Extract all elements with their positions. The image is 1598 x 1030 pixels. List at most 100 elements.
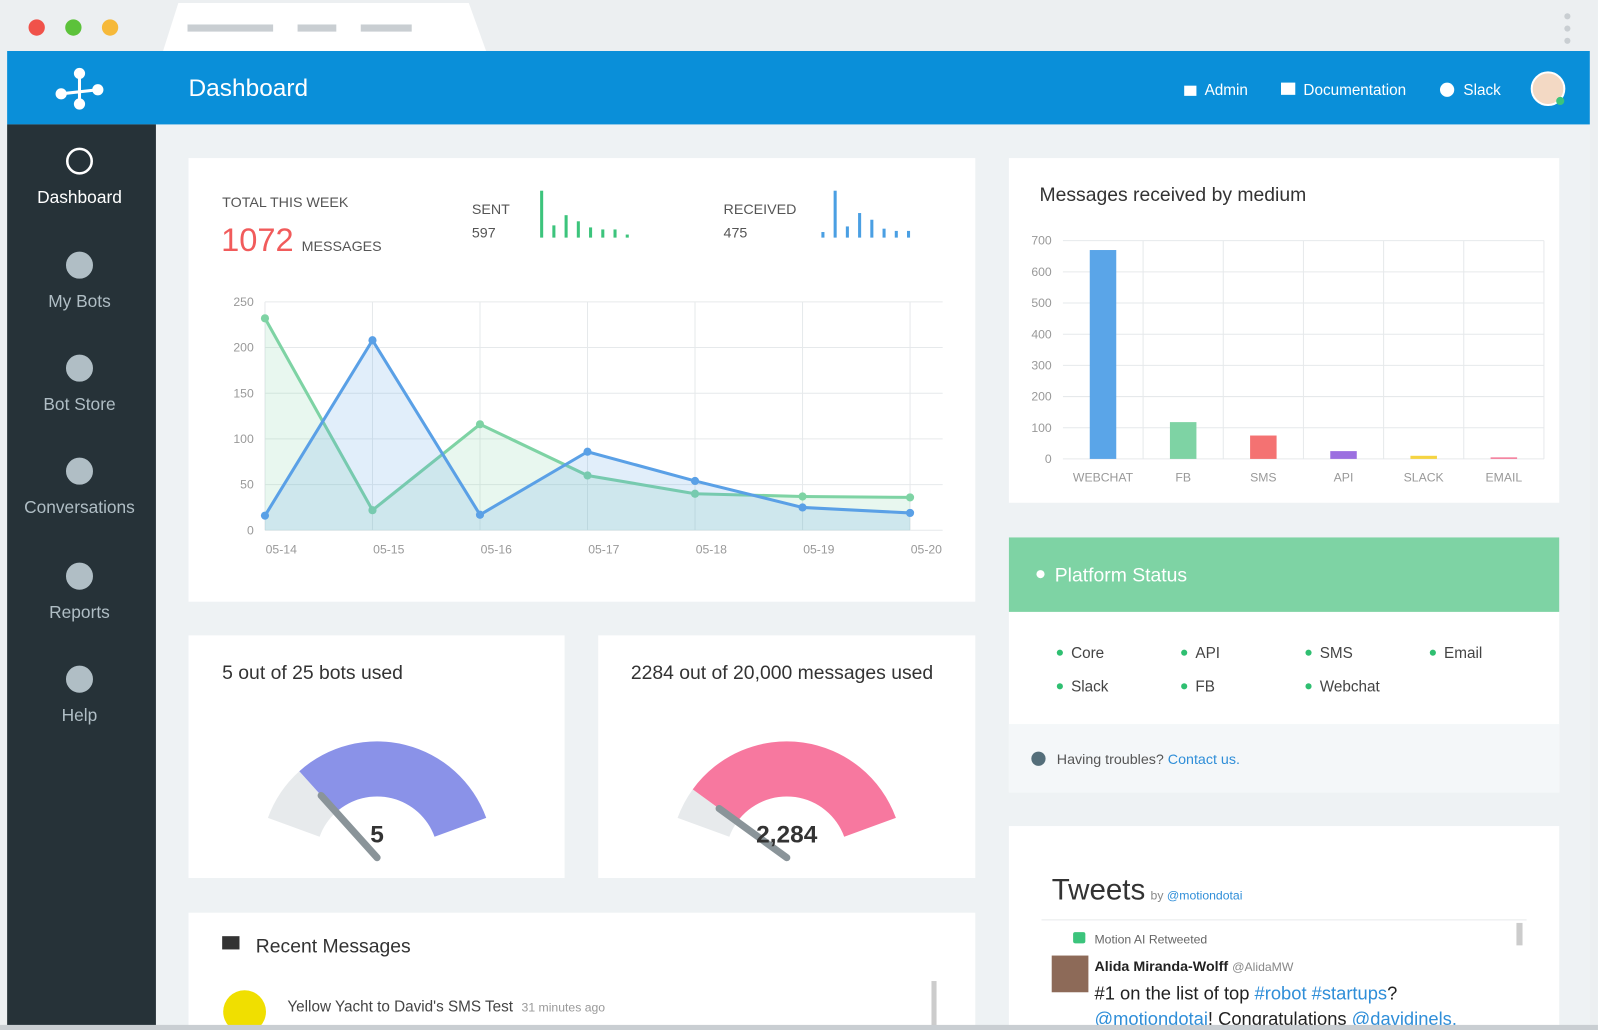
y-tick-label: 200 [1031,390,1052,404]
gauge-used [267,771,337,837]
tweets-title: Tweets [1052,873,1146,906]
top-bar [7,50,1590,125]
nav-link[interactable]: Slack [1463,82,1501,99]
nav-link[interactable]: Documentation [1303,82,1406,99]
x-tick-label: 05-18 [696,543,727,557]
y-tick-label: 0 [247,523,254,537]
x-tick-label: 05-17 [588,543,619,557]
nav-item[interactable]: Conversations [24,497,135,517]
bottom-strip [0,1024,1598,1030]
admin-icon [1184,85,1197,96]
bar [1410,455,1437,459]
x-tick-label: 05-19 [803,543,834,557]
data-point [583,471,592,480]
spark-bar [540,190,544,238]
author-handle: @AlidaMW [1232,960,1294,974]
y-tick-label: 150 [233,386,254,400]
spark-bar [845,226,849,238]
spark-bar [858,213,862,238]
x-tick-label: SLACK [1404,470,1445,484]
nav-item[interactable]: Help [62,705,98,725]
spark-bar [552,225,556,238]
nav-item[interactable]: Bot Store [43,394,115,414]
message-time: 31 minutes ago [522,1001,606,1015]
summary-card [188,158,976,602]
messages-icon [222,936,240,950]
gauge-used [677,789,738,837]
bar [1089,250,1117,459]
spark-bar [589,227,593,238]
tab-placeholder [360,24,412,32]
message-row[interactable]: Yellow Yacht to David's SMS Test 31 minu… [287,999,605,1016]
series-area [264,318,911,531]
y-tick-label: 100 [1031,421,1052,435]
service-name: Slack [1071,678,1109,695]
message-text: Yellow Yacht to David's SMS Test [287,999,513,1016]
tweet-link[interactable]: @motiondotai [1095,1008,1208,1029]
sent-value: 597 [472,226,496,242]
nav-icon [65,562,93,590]
x-tick-label: FB [1175,470,1191,484]
x-tick-label: EMAIL [1486,470,1523,484]
spark-bar [833,190,837,238]
nav-icon [65,147,93,175]
message-space [513,999,521,1016]
tweet-link[interactable]: @davidjnels. [1352,1008,1457,1029]
x-tick-label: API [1334,470,1354,484]
data-point [798,503,807,512]
minimize-button[interactable] [101,19,119,36]
spark-bar [601,229,605,238]
nav-item[interactable]: My Bots [48,291,111,311]
gauge-needle [715,804,791,862]
series-area [264,340,911,531]
gauge-remaining [692,741,896,837]
maximize-button[interactable] [65,19,82,36]
y-tick-label: 100 [233,432,254,446]
y-tick-label: 600 [1031,265,1052,279]
spark-bar [821,232,825,238]
browser-menu[interactable] [1564,13,1571,44]
nav-icon [65,665,93,693]
nav-item[interactable]: Dashboard [37,187,122,207]
gauge-title: 2284 out of 20,000 messages used [631,662,933,684]
tweet-link[interactable]: #startups [1312,982,1387,1003]
x-tick-label: 05-15 [373,543,404,557]
data-point [905,493,915,502]
help-icon [1031,751,1046,766]
scrollbar [1516,922,1523,946]
gauge-needle [317,791,381,862]
nav-item[interactable]: Reports [49,602,110,622]
data-point [690,476,700,486]
tweet-part: ! Congratulations [1208,1008,1352,1029]
status-title: Platform Status [1055,564,1187,586]
data-point [260,511,270,520]
total-label: TOTAL THIS WEEK [222,195,349,211]
tweet-link[interactable]: #robot [1255,982,1307,1003]
service-name: Core [1071,645,1104,662]
tweet-text: #1 on the list of top #robot #startups? [1095,982,1398,1003]
author-name: Alida Miranda-Wolff [1095,959,1229,975]
y-tick-label: 300 [1031,358,1052,372]
close-button[interactable] [28,19,45,36]
nav-link[interactable]: Admin [1205,82,1248,99]
spark-bar [576,221,580,238]
gauge-remaining [299,741,487,837]
contact-link[interactable]: Contact us. [1168,752,1240,768]
retweet-label: Motion AI Retweeted [1095,932,1208,946]
bar [1250,435,1277,459]
handle-link[interactable]: @motiondotai [1167,888,1243,902]
y-tick-label: 400 [1031,327,1052,341]
online-indicator [1556,96,1565,106]
y-tick-label: 0 [1045,452,1052,466]
status-dot [1056,649,1063,656]
logo[interactable] [55,67,104,110]
data-point [690,489,700,498]
user-avatar[interactable] [1530,71,1566,107]
spark-bar [906,230,911,238]
help-text: Having troubles? Contact us. [1057,752,1240,768]
slack-icon [1439,82,1455,97]
gauge-value: 2,284 [756,821,818,848]
service-name: FB [1195,678,1215,695]
